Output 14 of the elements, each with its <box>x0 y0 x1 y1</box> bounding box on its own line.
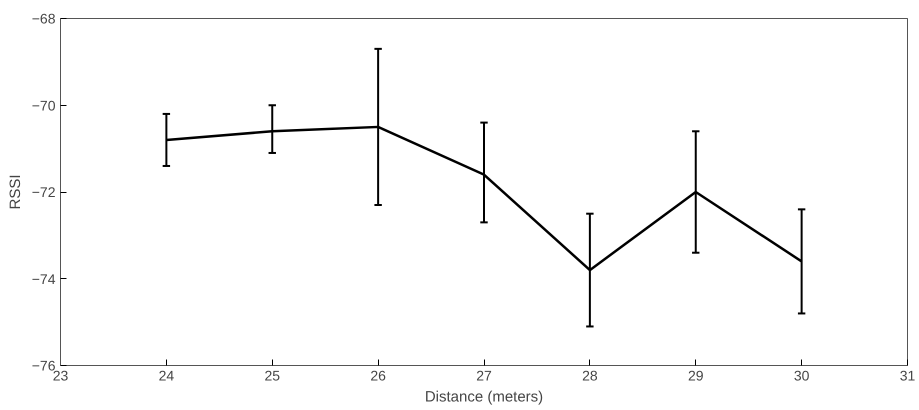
y-tick-label: −70 <box>32 97 56 114</box>
x-tick-label: 24 <box>158 368 174 384</box>
x-tick-label: 25 <box>264 368 280 384</box>
x-tick-label: 30 <box>794 368 810 384</box>
x-tick-label: 28 <box>582 368 598 384</box>
x-tick-label: 29 <box>688 368 704 384</box>
x-axis-title: Distance (meters) <box>424 388 544 406</box>
y-tick-label: −68 <box>32 10 56 26</box>
y-axis-title: RSSI <box>6 174 24 210</box>
y-tick-label: −72 <box>32 184 56 200</box>
y-tick-label: −74 <box>32 270 56 287</box>
x-tick-label: 26 <box>370 368 386 384</box>
x-tick-label: 31 <box>900 368 916 384</box>
x-tick-label: 27 <box>476 368 492 384</box>
